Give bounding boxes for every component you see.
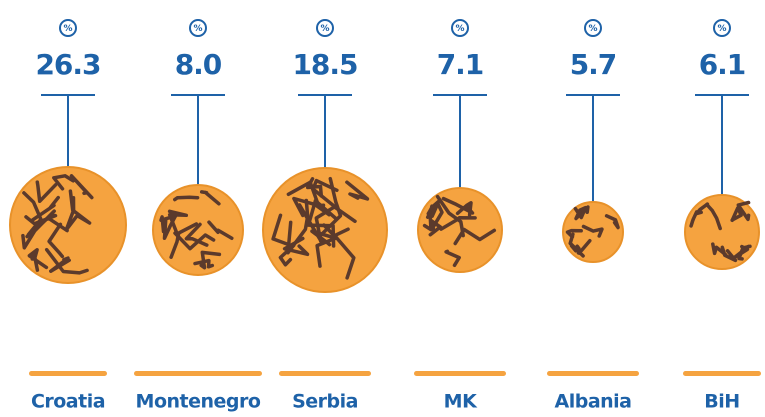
unit-badge xyxy=(316,19,334,37)
crack xyxy=(736,200,751,222)
crack xyxy=(271,213,293,247)
category-bar xyxy=(414,371,506,376)
crack xyxy=(199,250,222,270)
crack xyxy=(22,191,43,237)
crack xyxy=(439,216,477,231)
crack xyxy=(689,210,699,228)
crack xyxy=(307,198,338,245)
unit-symbol: % xyxy=(717,24,726,34)
cracks xyxy=(565,205,620,258)
category-bar xyxy=(134,371,262,376)
crack xyxy=(47,222,65,259)
value-label: 26.3 xyxy=(35,48,100,81)
value-label: 7.1 xyxy=(437,48,484,81)
unit-badge xyxy=(59,19,77,37)
category-bar xyxy=(279,371,371,376)
category-label: MK xyxy=(444,391,478,413)
value-label: 6.1 xyxy=(699,48,746,81)
crack xyxy=(568,232,585,258)
category-bar xyxy=(29,371,107,376)
unit-badge xyxy=(713,19,731,37)
disc xyxy=(684,194,760,270)
crack xyxy=(69,174,94,200)
crack xyxy=(453,227,497,246)
cracks xyxy=(271,176,370,280)
crack xyxy=(311,178,339,210)
crack xyxy=(304,198,336,248)
crack xyxy=(435,194,465,238)
crack xyxy=(428,203,444,229)
crack xyxy=(565,228,583,239)
category-label: Serbia xyxy=(292,391,358,413)
value-label: 5.7 xyxy=(570,48,617,81)
crack xyxy=(705,202,722,231)
crack xyxy=(315,223,339,268)
unit-badge xyxy=(584,19,602,37)
crack xyxy=(345,180,370,201)
crack xyxy=(31,195,60,222)
disc xyxy=(152,184,244,276)
crack xyxy=(68,189,92,225)
value-label: 18.5 xyxy=(292,48,357,81)
crack xyxy=(444,249,461,268)
crack xyxy=(184,222,209,247)
category-label: Albania xyxy=(555,391,632,413)
crack xyxy=(292,196,331,218)
cracks xyxy=(159,190,234,270)
crack xyxy=(44,247,89,275)
category-bar xyxy=(683,371,761,376)
crack xyxy=(332,227,356,280)
unit-badge xyxy=(189,19,207,37)
unit-badge xyxy=(451,19,469,37)
category-bar xyxy=(547,371,639,376)
category-label: Croatia xyxy=(31,391,105,413)
crack xyxy=(737,244,752,261)
category-label: BiH xyxy=(704,391,739,413)
unit-symbol: % xyxy=(63,24,72,34)
crack xyxy=(49,256,71,273)
crack xyxy=(282,236,310,257)
crack xyxy=(581,224,604,238)
cracks xyxy=(689,200,752,263)
crack xyxy=(604,214,620,230)
crack xyxy=(455,201,473,217)
unit-symbol: % xyxy=(193,24,202,34)
crack xyxy=(207,220,234,241)
crack xyxy=(24,213,58,226)
cracks xyxy=(422,194,497,268)
crack xyxy=(711,242,728,257)
unit-symbol: % xyxy=(320,24,329,34)
crack xyxy=(167,209,189,234)
unit-symbol: % xyxy=(588,24,597,34)
cracks xyxy=(21,174,94,275)
crack xyxy=(730,206,743,223)
crack xyxy=(27,251,49,270)
value-label: 8.0 xyxy=(175,48,222,81)
category-label: Montenegro xyxy=(136,391,261,413)
crack xyxy=(199,190,221,206)
unit-symbol: % xyxy=(455,24,464,34)
crack xyxy=(159,214,178,234)
crack xyxy=(173,195,200,202)
crack xyxy=(573,205,588,220)
crack xyxy=(35,180,58,204)
crack xyxy=(52,174,75,191)
